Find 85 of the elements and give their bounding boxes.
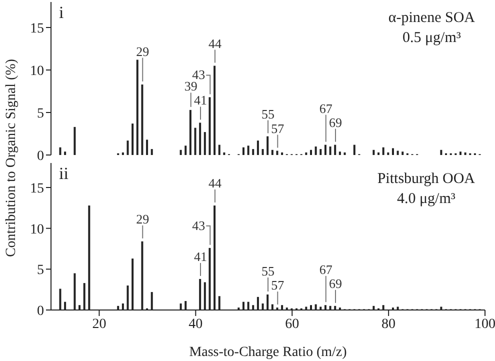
y-tick-label: 5	[37, 263, 44, 278]
y-axis-title: Contribution to Organic Signal (%)	[4, 58, 20, 258]
annotation: 0.5 μg/m³	[402, 29, 462, 48]
bar	[252, 149, 254, 155]
bar	[464, 152, 466, 155]
bar	[310, 150, 312, 155]
bar	[396, 150, 399, 155]
x-axis-title: Mass-to-Charge Ratio (m/z)	[189, 345, 348, 360]
bar	[64, 152, 66, 155]
annotation: 57	[271, 278, 285, 293]
bar	[338, 152, 341, 155]
bar	[276, 150, 278, 155]
bar	[324, 144, 326, 155]
chart-title: i	[59, 3, 64, 23]
annotation: Pittsburgh OOA	[377, 170, 475, 189]
bar	[353, 144, 356, 155]
y-tick-label: 10	[30, 222, 44, 238]
bar	[320, 149, 322, 155]
annotation: 44	[208, 36, 222, 51]
bar	[132, 124, 134, 155]
bar	[223, 152, 226, 155]
annotation: 43	[192, 218, 206, 233]
bar	[372, 150, 375, 155]
bar	[141, 84, 144, 155]
bar	[402, 152, 404, 155]
bar	[122, 152, 124, 155]
bar	[256, 140, 259, 155]
bar	[184, 146, 187, 155]
bar	[126, 140, 129, 155]
bar	[247, 146, 250, 155]
annotation: 67	[319, 100, 333, 116]
bar	[266, 136, 269, 155]
bar	[189, 110, 192, 155]
bar	[387, 152, 390, 155]
annotation: 4.0 μg/m³	[396, 190, 456, 209]
y-tick-label: 10	[30, 64, 44, 79]
annotation: 55	[262, 106, 274, 122]
bar	[180, 150, 182, 155]
annotation: 29	[136, 44, 150, 59]
x-tick-label: 60	[285, 316, 300, 332]
x-tick-label: 100	[474, 316, 495, 332]
annotation: 55	[262, 264, 274, 279]
y-tick-label: 0	[37, 148, 44, 164]
annotation: 41	[194, 92, 207, 108]
bar	[382, 147, 384, 155]
bar	[59, 147, 62, 155]
bar	[378, 152, 380, 155]
annotation: α-pinene SOA	[388, 9, 475, 28]
annotation: 41	[194, 248, 207, 264]
x-tick-label: 80	[382, 316, 396, 332]
annotation: 44	[208, 175, 222, 190]
annotation: 67	[319, 262, 333, 277]
bar	[74, 126, 76, 155]
bar	[150, 149, 153, 155]
bar	[314, 146, 317, 155]
y-tick-label: 15	[30, 21, 44, 36]
bar	[262, 149, 264, 155]
bar	[136, 60, 138, 155]
bar	[281, 152, 284, 155]
annotation: 57	[271, 120, 285, 136]
x-tick-label: 20	[92, 316, 106, 332]
annotation: 29	[136, 211, 150, 226]
bar	[440, 150, 442, 155]
bar	[459, 152, 462, 155]
bar	[194, 128, 196, 155]
annotation: 69	[329, 114, 342, 130]
bar	[242, 147, 244, 155]
bar	[392, 148, 394, 155]
bar	[208, 97, 211, 155]
y-tick-label: 15	[30, 181, 44, 196]
bar	[146, 140, 148, 155]
annotation: 69	[329, 276, 342, 291]
y-tick-label: 0	[37, 304, 44, 319]
bar	[334, 144, 336, 155]
chart-title: ii	[59, 164, 68, 184]
bar	[204, 132, 206, 155]
bar	[344, 152, 346, 155]
bar	[329, 146, 332, 155]
bar	[271, 150, 274, 155]
y-tick-label: 5	[37, 106, 44, 122]
bar	[305, 152, 308, 155]
x-tick-label: 40	[188, 316, 203, 332]
bar	[218, 144, 220, 155]
bar	[214, 66, 216, 155]
bar	[199, 122, 202, 155]
